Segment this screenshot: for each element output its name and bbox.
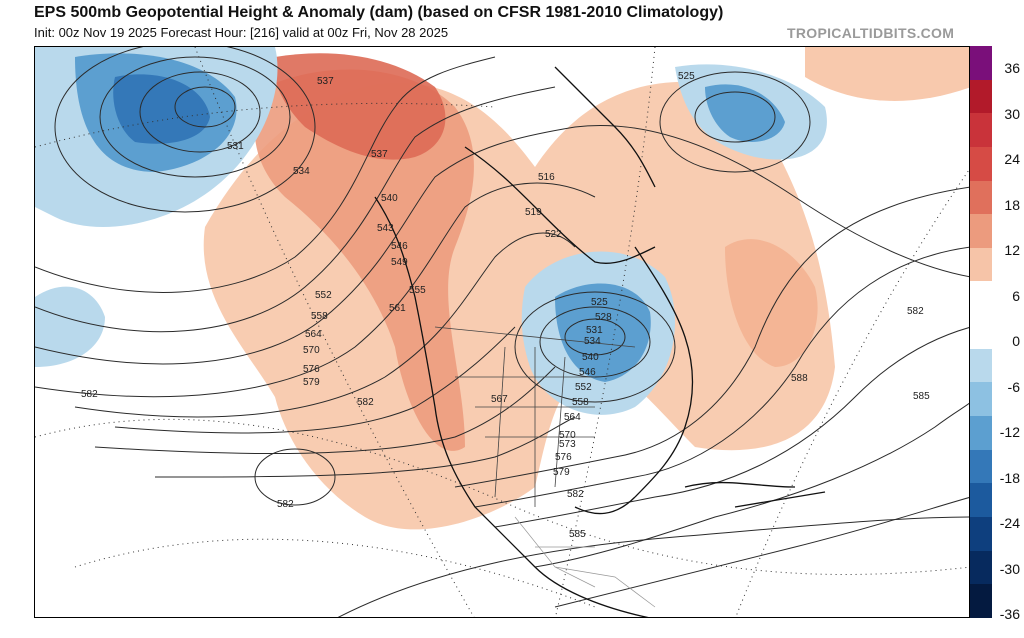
contour-label: 546 <box>391 241 408 252</box>
colorbar-tick-label: -36 <box>999 606 1020 622</box>
colorbar-tick-label: -12 <box>999 424 1020 440</box>
colorbar-segment <box>970 550 992 585</box>
graticule <box>35 47 969 617</box>
colorbar-segment <box>970 113 992 147</box>
colorbar-segment <box>970 416 992 450</box>
contour-label: 570 <box>559 430 576 441</box>
negative-anomaly-greenland-core <box>705 84 785 142</box>
coastlines <box>374 66 826 617</box>
contour-label: 576 <box>555 452 572 463</box>
contour-label: 582 <box>277 499 294 510</box>
contour-label: 537 <box>371 149 388 160</box>
contour-label: 534 <box>293 166 310 177</box>
colorbar-segment <box>970 449 992 484</box>
contour-label: 531 <box>227 141 244 152</box>
contour-label: 525 <box>591 297 608 308</box>
colorbar-tick-label: 18 <box>1004 196 1020 213</box>
colorbar-segment <box>970 180 992 215</box>
colorbar-segment <box>970 214 992 248</box>
colorbar-tick-label: -18 <box>999 469 1020 486</box>
contour-label: 561 <box>389 303 406 314</box>
contour-label: 558 <box>311 311 328 322</box>
contour-label: 579 <box>303 377 320 388</box>
contour-label: 552 <box>315 290 332 301</box>
negative-anomaly-hawaii <box>35 286 105 367</box>
contour-label-group: 537 531 534 537 540 543 546 549 552 555 … <box>81 71 930 540</box>
contour-label: 564 <box>305 329 322 340</box>
colorbar-segment <box>970 79 992 114</box>
contour-label: 540 <box>582 352 599 363</box>
contour-label: 516 <box>538 172 555 183</box>
contour-label: 549 <box>391 257 408 268</box>
colorbar-tick-label: -6 <box>1007 378 1020 395</box>
contour-label: 582 <box>567 489 584 500</box>
contour-label: 552 <box>575 382 592 393</box>
colorbar-segment <box>970 382 992 417</box>
contour-label: 567 <box>491 394 508 405</box>
colorbar-tick-label: 12 <box>1004 242 1020 258</box>
contour-label: 540 <box>381 193 398 204</box>
positive-anomaly-north-atlantic <box>725 239 818 367</box>
colorbar-segment <box>970 247 992 282</box>
contour-label: 546 <box>579 367 596 378</box>
contour-label: 582 <box>357 397 374 408</box>
colorbar-segment <box>970 348 992 383</box>
contour-label: 588 <box>791 373 808 384</box>
colorbar-segment <box>970 46 992 80</box>
colorbar-segment <box>970 146 992 181</box>
colorbar-segment <box>970 516 992 551</box>
contour-label: 555 <box>409 285 426 296</box>
mexico-borders <box>514 516 656 608</box>
contour-label: 525 <box>678 71 695 82</box>
contour-label: 537 <box>317 76 334 87</box>
colorbar-segment <box>970 315 992 349</box>
positive-anomaly-core <box>254 69 474 451</box>
contour-label: 576 <box>303 364 320 375</box>
contour-label: 585 <box>569 529 586 540</box>
contour-label: 543 <box>377 223 394 234</box>
contour-label: 534 <box>584 336 601 347</box>
map-title: EPS 500mb Geopotential Height & Anomaly … <box>34 4 724 21</box>
contour-label: 558 <box>572 397 589 408</box>
height-contours <box>35 47 969 617</box>
positive-anomaly-northeast <box>805 47 969 101</box>
colorbar-tick-label: 0 <box>1012 333 1020 349</box>
borders <box>434 326 636 507</box>
contour-label: 522 <box>545 229 562 240</box>
map-canvas: 537 531 534 537 540 543 546 549 552 555 … <box>35 47 969 617</box>
colorbar-tick-label: 6 <box>1012 287 1020 304</box>
contour-label: 573 <box>559 439 576 450</box>
colorbar-tick-label: -24 <box>999 515 1020 531</box>
contour-label: 531 <box>586 325 603 336</box>
contour-label: 519 <box>525 207 542 218</box>
map-subtitle: Init: 00z Nov 19 2025 Forecast Hour: [21… <box>34 25 449 40</box>
contour-label: 570 <box>303 345 320 356</box>
colorbar-segment <box>970 281 992 316</box>
geopotential-map: 537 531 534 537 540 543 546 549 552 555 … <box>34 46 970 618</box>
colorbar-tick-label: 30 <box>1004 105 1020 122</box>
brand-watermark[interactable]: TROPICALTIDBITS.COM <box>787 25 955 41</box>
contour-label: 564 <box>564 412 581 423</box>
colorbar-tick-label: 24 <box>1004 151 1020 167</box>
colorbar-tick-label: 36 <box>1004 60 1020 76</box>
colorbar-ticks: 36 30 24 18 12 6 0 -6 -12 -18 -24 -30 -36 <box>994 46 1024 622</box>
contour-label: 585 <box>913 391 930 402</box>
colorbar <box>970 46 992 618</box>
contour-label: 582 <box>81 389 98 400</box>
colorbar-tick-label: -30 <box>999 560 1020 577</box>
colorbar-segment <box>970 584 992 618</box>
contour-label: 579 <box>553 467 570 478</box>
contour-label: 582 <box>907 306 924 317</box>
colorbar-segment <box>970 483 992 517</box>
positive-anomaly-max <box>274 53 446 160</box>
contour-label: 528 <box>595 312 612 323</box>
